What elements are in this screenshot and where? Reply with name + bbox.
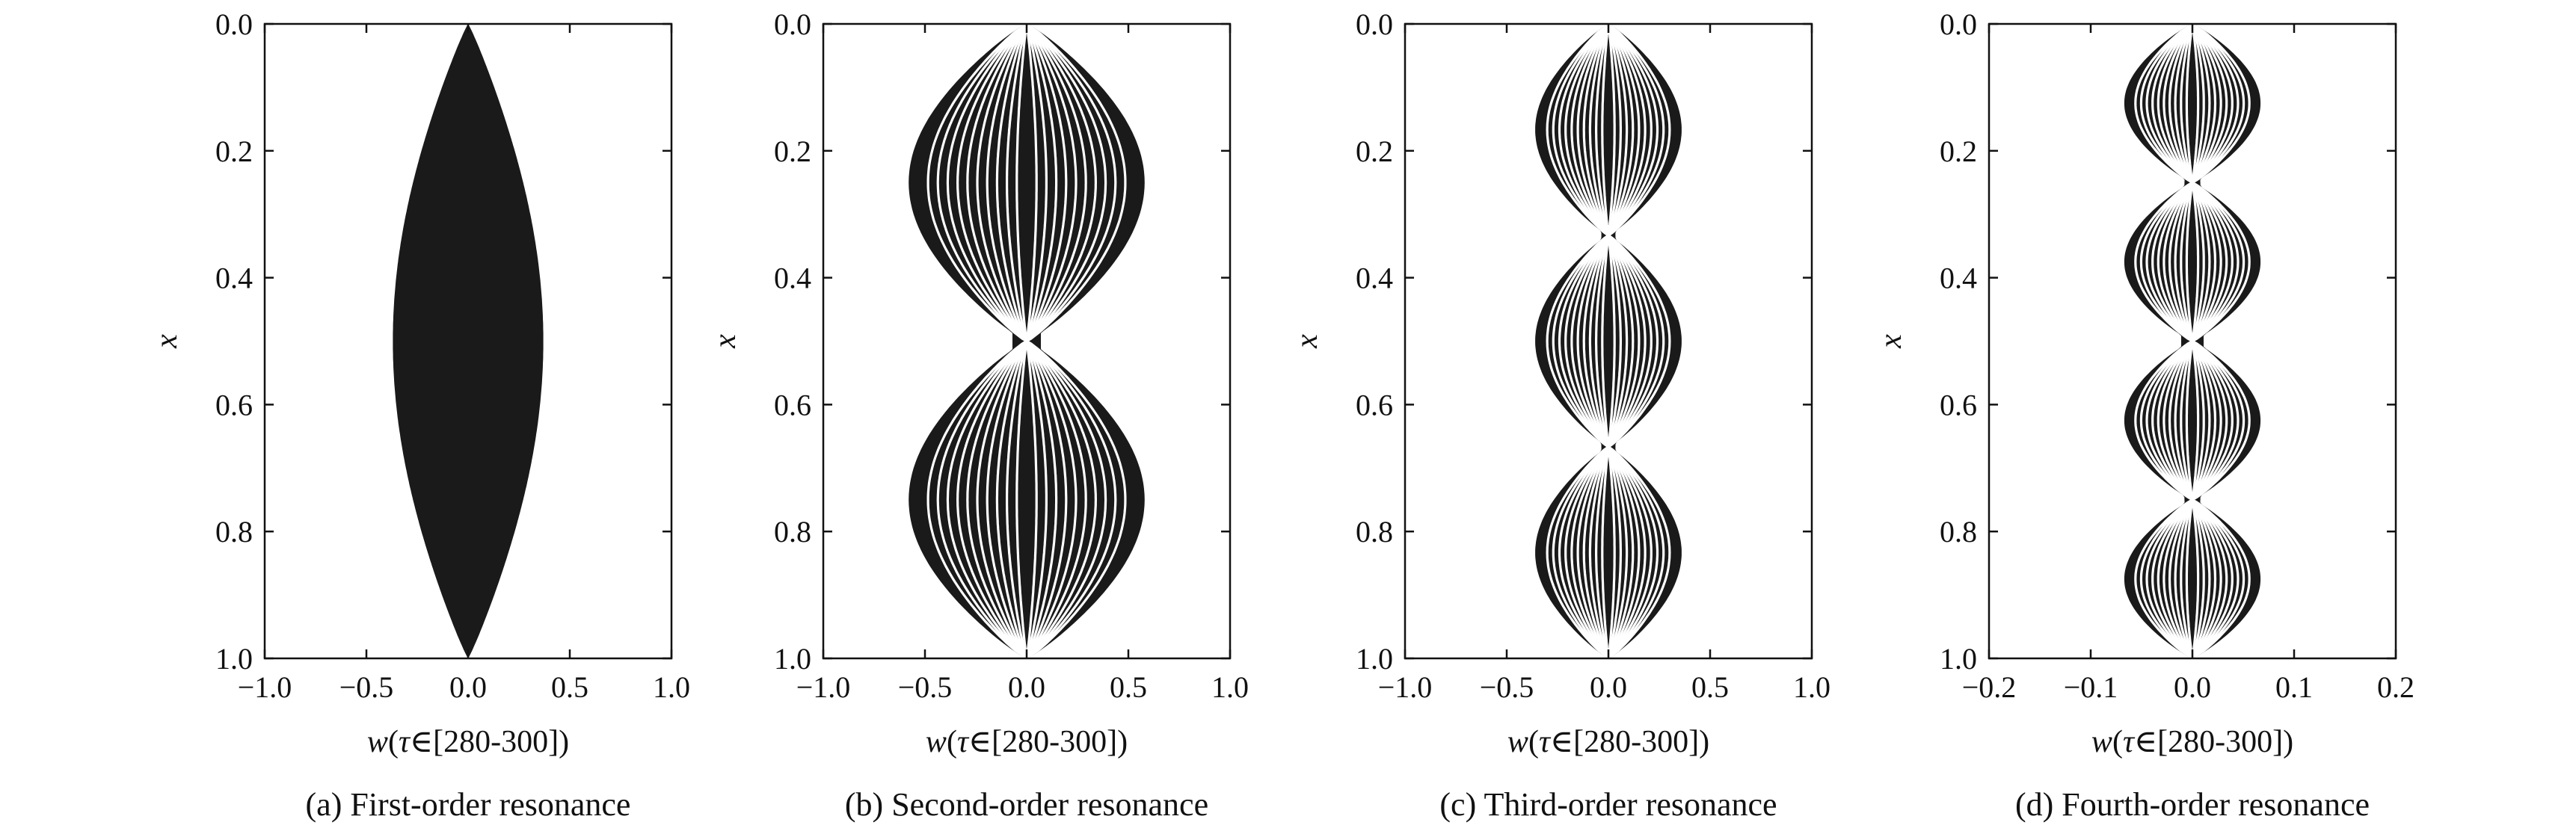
y-axis-label: x [708, 334, 743, 349]
x-tick-label: 0.1 [2275, 670, 2313, 704]
y-tick-label: 1.0 [774, 642, 811, 676]
x-axis-label: w(τ∈[280-300]) [1507, 725, 1709, 759]
y-tick-label: 0.8 [215, 515, 253, 549]
x-tick-label: 0.5 [551, 670, 588, 704]
y-tick-label: 0.8 [1356, 515, 1393, 549]
mode-curve [1564, 24, 1653, 658]
panel-caption: (d) Fourth-order resonance [2015, 786, 2370, 823]
panel-caption: (a) First-order resonance [306, 786, 631, 823]
mode-shape-loops [926, 24, 1127, 658]
x-axis-label: w(τ∈[280-300]) [2091, 725, 2293, 759]
y-tick-label: 0.2 [215, 135, 253, 168]
mode-curve [1595, 24, 1622, 658]
mode-curve [1546, 24, 1671, 658]
x-tick-label: 0.0 [449, 670, 487, 704]
mode-curve [1552, 24, 1665, 658]
x-tick-label: 0.0 [1008, 670, 1045, 704]
y-tick-label: 0.2 [1356, 135, 1393, 168]
x-tick-label: 0.0 [1590, 670, 1627, 704]
mode-shape-loops [2134, 24, 2251, 658]
y-axis-label: x [150, 334, 184, 349]
x-tick-label: 1.0 [1793, 670, 1830, 704]
mode-curve [926, 24, 1127, 658]
y-axis-label: x [1290, 334, 1324, 349]
mode-curve [1601, 24, 1616, 658]
mode-curve [1582, 24, 1635, 658]
panel-caption: (b) Second-order resonance [845, 786, 1208, 823]
x-tick-label: 1.0 [1211, 670, 1249, 704]
mode-curve [2134, 24, 2251, 658]
mode-curve [1601, 24, 1616, 658]
y-tick-label: 0.0 [215, 7, 253, 41]
mode-curve [1546, 24, 1671, 658]
y-tick-label: 0.6 [1940, 388, 1977, 421]
x-tick-label: −0.1 [2064, 670, 2118, 704]
y-tick-label: 0.8 [774, 515, 811, 549]
mode-curve [1552, 24, 1665, 658]
x-tick-label: 0.5 [1691, 670, 1729, 704]
mode-curve [1595, 24, 1622, 658]
x-tick-label: −1.0 [1378, 670, 1433, 704]
panel-a: −1.0 −0.5 0.0 0.5 1.0 0.0 0.2 0.4 0.6 0.8 1.0 x w(τ∈… [150, 7, 690, 823]
y-tick-label: 0.6 [215, 388, 253, 421]
y-tick-label: 0.6 [774, 388, 811, 421]
x-tick-label: 0.5 [1110, 670, 1147, 704]
mode-curve [1570, 24, 1647, 658]
y-tick-label: 0.4 [1356, 262, 1393, 295]
y-tick-label: 0.0 [1356, 7, 1393, 41]
x-tick-label: −0.5 [1480, 670, 1534, 704]
mode-shape-loops [1546, 24, 1671, 658]
mode-curve [1582, 24, 1635, 658]
y-tick-label: 1.0 [1940, 642, 1977, 676]
x-tick-label: −0.5 [339, 670, 394, 704]
x-tick-label: −1.0 [238, 670, 292, 704]
y-axis-label: x [1874, 334, 1908, 349]
panel-caption: (c) Third-order resonance [1439, 786, 1777, 823]
x-tick-label: 0.0 [2174, 670, 2211, 704]
y-tick-label: 0.4 [774, 262, 811, 295]
x-axis-label: w(τ∈[280-300]) [367, 725, 569, 759]
x-tick-label: −1.0 [796, 670, 851, 704]
vibration-envelope [1535, 24, 1682, 658]
x-tick-label: 1.0 [653, 670, 690, 704]
mode-curve [1588, 24, 1629, 658]
mode-curve [1576, 24, 1641, 658]
y-tick-label: 0.0 [1940, 7, 1977, 41]
x-axis-label: w(τ∈[280-300]) [926, 725, 1128, 759]
y-tick-label: 0.6 [1356, 388, 1393, 421]
y-tick-label: 0.0 [774, 7, 811, 41]
mode-curve [1558, 24, 1659, 658]
vibration-envelope [393, 24, 544, 658]
panel-b: −1.0 −0.5 0.0 0.5 1.0 0.0 0.2 0.4 0.6 0.8 1.0 x w(τ∈… [708, 7, 1249, 823]
y-tick-label: 0.4 [1940, 262, 1977, 295]
y-tick-label: 1.0 [1356, 642, 1393, 676]
x-tick-label: −0.5 [898, 670, 953, 704]
y-tick-label: 0.2 [1940, 135, 1977, 168]
mode-curve [1570, 24, 1647, 658]
y-tick-label: 1.0 [215, 642, 253, 676]
y-tick-label: 0.8 [1940, 515, 1977, 549]
panel-c: −1.0 −0.5 0.0 0.5 1.0 0.0 0.2 0.4 0.6 0.8 1.0 x w(τ∈… [1290, 7, 1830, 823]
y-tick-label: 0.4 [215, 262, 253, 295]
mode-curve [1564, 24, 1653, 658]
x-tick-label: −0.2 [1962, 670, 2017, 704]
x-tick-label: 0.2 [2377, 670, 2414, 704]
mode-curve [1576, 24, 1641, 658]
y-tick-label: 0.2 [774, 135, 811, 168]
panel-d: −0.2 −0.1 0.0 0.1 0.2 0.0 0.2 0.4 0.6 0.8 1.0 x w(τ∈… [1874, 7, 2414, 823]
mode-curve [1558, 24, 1659, 658]
mode-curve [1588, 24, 1629, 658]
